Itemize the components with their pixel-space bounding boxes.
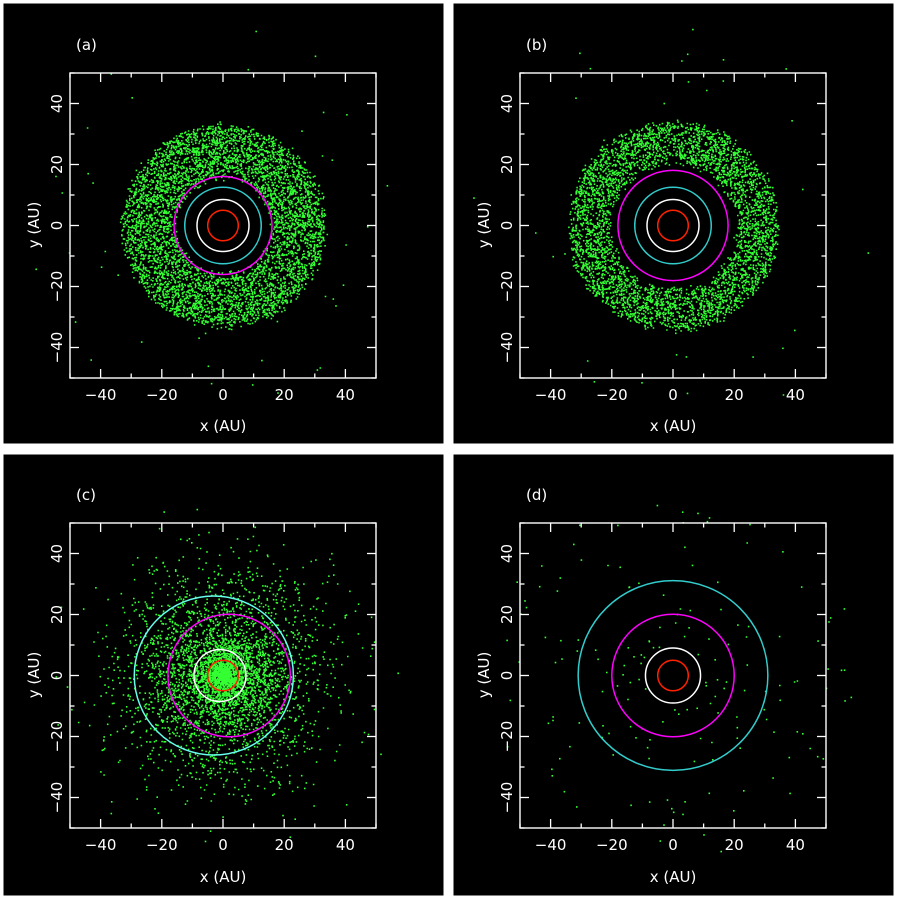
panel-b-orbit-3 [634,186,712,265]
panel-d: −40 −20 0 20 40 −40 −20 0 20 40 (d) x (AU) y (AU) [452,453,895,897]
panel-a-xtick-label: 20 [275,386,294,404]
panel-a-xtick-label: 0 [218,386,228,404]
panel-d-xtick-label: 0 [668,836,678,854]
panel-c-xtick-label: 0 [218,836,228,854]
panel-b-orbits [617,169,729,282]
panel-c-particles [55,508,399,843]
panel-d-xtick-label: −40 [535,836,567,854]
panel-a-particle-cloud [35,30,389,394]
panel-c-xlabel: x (AU) [200,868,247,886]
panel-c-orbit-4 [133,595,295,756]
panel-c-ytick-label: −20 [48,721,66,753]
panel-a: −40 −20 0 20 40 −40 −20 0 20 40 (a) x (AU) y (AU) [2,2,445,445]
panel-c-orbits [133,595,295,756]
panel-a-ytick-label: −20 [48,271,66,303]
panel-c-orbit-1 [206,659,240,692]
panel-c-xtick-label: 40 [336,836,355,854]
panel-b-xlabel: x (AU) [650,417,697,435]
panel-a-ytick-label: −40 [48,332,66,364]
panel-a-orbits [173,175,273,276]
panel-d-orbit-1 [656,659,690,692]
panel-d-xtick-label: −20 [596,836,628,854]
panel-b-xtick-label: −20 [596,386,628,404]
panel-d-orbits [577,579,769,772]
panel-a-ytick-label: 40 [48,94,66,113]
panel-c-xtick-label: −20 [146,836,178,854]
panel-d-ytick-label: 40 [498,544,516,563]
panel-c-ytick-label: −40 [48,782,66,814]
panel-a-ytick-label: 20 [48,155,66,174]
panel-c-xtick-label: 20 [275,836,294,854]
panel-c-particle-cloud [55,508,399,843]
panel-b-orbit-4 [617,169,729,282]
panel-b-xtick-label: 0 [668,386,678,404]
panel-a-ticks: −40 −20 0 20 40 −40 −20 0 20 40 [48,72,377,404]
panel-d-ytick-label: −40 [498,782,516,814]
panel-c-label: (c) [76,486,96,504]
panel-d-orbit-2 [644,647,702,704]
panel-c-ytick-label: 40 [48,544,66,563]
panel-c-ylabel: y (AU) [25,652,43,699]
panel-d-orbit-3 [611,613,735,738]
panel-d-xtick-label: 20 [725,836,744,854]
panel-a-particles [35,30,389,394]
panel-a-xlabel: x (AU) [200,417,247,435]
panel-a-xtick-label: 40 [336,386,355,404]
panel-d-ytick-label: 0 [498,671,516,681]
panel-a-orbit-4 [173,175,273,276]
panel-d-xlabel: x (AU) [650,868,697,886]
panel-c-ticks: −40 −20 0 20 40 −40 −20 0 20 40 [48,522,377,854]
panel-a-orbit-3 [184,186,262,265]
panel-d-orbit-4 [577,579,769,772]
panel-c-orbit-2 [193,648,247,703]
panel-c-ytick-label: 20 [48,605,66,624]
panel-b-ytick-label: 20 [498,155,516,174]
panel-d-ticks: −40 −20 0 20 40 −40 −20 0 20 40 [498,522,827,854]
panel-b-ytick-label: 40 [498,94,516,113]
panel-b-label: (b) [526,36,547,54]
panel-d-ytick-label: 20 [498,605,516,624]
panel-c-ytick-label: 0 [48,671,66,681]
panel-d-label: (d) [526,486,547,504]
panel-b-xtick-label: 40 [786,386,805,404]
panel-a-ytick-label: 0 [48,221,66,231]
panel-a-label: (a) [76,36,97,54]
panel-a-orbit-1 [206,209,240,242]
panel-b: −40 −20 0 20 40 −40 −20 0 20 40 (b) x (AU) y (AU) [452,2,895,445]
panel-b-xtick-label: 20 [725,386,744,404]
panel-d-background [452,453,895,897]
panel-a-ylabel: y (AU) [25,202,43,249]
panel-a-xtick-label: −20 [146,386,178,404]
panel-c-xtick-label: −40 [85,836,117,854]
panel-b-ticks: −40 −20 0 20 40 −40 −20 0 20 40 [498,72,827,404]
panel-a-xtick-label: −40 [85,386,117,404]
panel-b-ytick-label: −20 [498,271,516,303]
panel-b-ylabel: y (AU) [475,202,493,249]
panel-b-orbit-2 [646,198,700,253]
panel-b-ytick-label: 0 [498,221,516,231]
panel-c-orbit-3 [167,613,292,738]
panel-b-ytick-label: −40 [498,332,516,364]
panel-d-xtick-label: 40 [786,836,805,854]
panel-b-xtick-label: −40 [535,386,567,404]
panel-d-ytick-label: −20 [498,721,516,753]
panel-c: −40 −20 0 20 40 −40 −20 0 20 40 (c) x (AU) y (AU) [2,453,445,897]
panel-a-orbit-2 [196,198,250,253]
panel-b-orbit-1 [656,209,690,242]
panel-d-ylabel: y (AU) [475,652,493,699]
